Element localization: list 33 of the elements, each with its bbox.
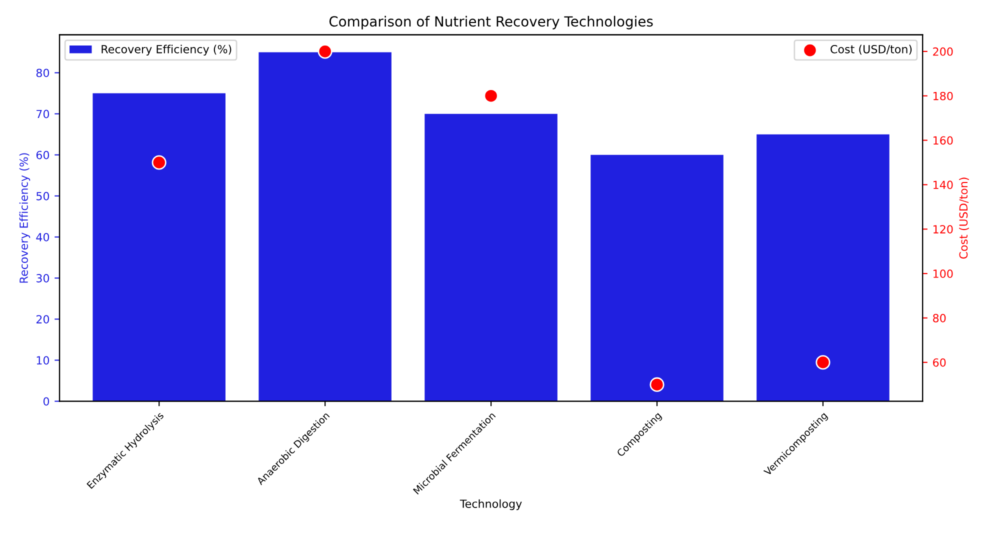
y-axis-title: Recovery Efficiency (%) <box>19 153 30 283</box>
point <box>816 355 830 370</box>
y2-tick-label: 60 <box>933 358 946 367</box>
y2-tick-label: 160 <box>934 136 953 145</box>
bar <box>424 114 558 402</box>
y2-tick-label: 120 <box>934 225 953 234</box>
bar <box>258 52 392 402</box>
y2-tick-label: 180 <box>934 92 953 100</box>
y2-tick-label: 140 <box>934 180 953 190</box>
chart-title: Comparison of Nutrient Recovery Technologies <box>329 16 653 30</box>
y2-tick-label: 200 <box>933 47 953 56</box>
y-tick-label: 70 <box>36 110 50 118</box>
y-tick-label: 20 <box>36 315 50 324</box>
bar <box>92 93 226 402</box>
y2-axis-title: Cost (USD/ton) <box>959 178 969 259</box>
y2-tick-label: 100 <box>934 270 953 278</box>
legend-label: Cost (USD/ton) <box>830 44 912 55</box>
point <box>318 44 332 59</box>
point <box>484 88 498 104</box>
y-tick-label: 60 <box>36 150 50 160</box>
y-tick-label: 40 <box>36 232 50 242</box>
point <box>152 155 166 170</box>
y-tick-label: 30 <box>36 274 50 282</box>
point <box>650 377 664 392</box>
y-tick-label: 80 <box>36 68 50 78</box>
y-tick-label: 10 <box>36 356 50 365</box>
x-axis-title: Technology <box>460 499 522 510</box>
bar <box>756 134 890 402</box>
legend-label: Recovery Efficiency (%) <box>102 44 232 56</box>
y-tick-label: 0 <box>43 397 50 406</box>
y-tick-label: 50 <box>36 192 50 200</box>
y2-tick-label: 80 <box>933 314 946 322</box>
bar <box>590 154 724 402</box>
